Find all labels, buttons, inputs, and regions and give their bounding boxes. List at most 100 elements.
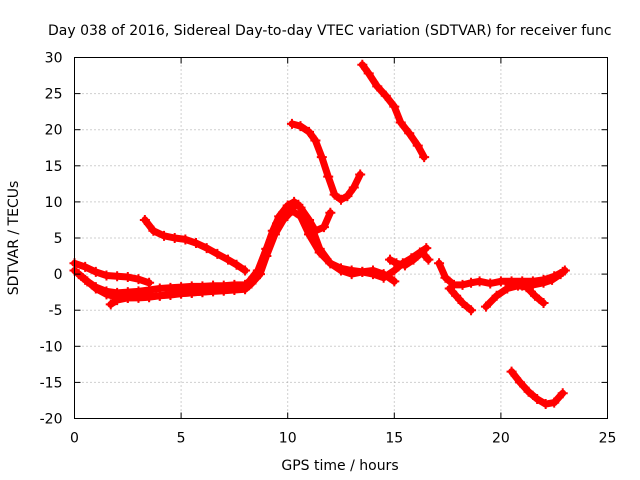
data-point — [389, 265, 400, 276]
data-point — [538, 277, 549, 288]
y-tick-label: 30 — [45, 51, 63, 67]
data-point — [304, 214, 315, 225]
data-point — [80, 261, 91, 272]
series-arc-13 — [506, 366, 568, 410]
data-point — [240, 283, 251, 294]
data-point — [549, 397, 560, 408]
data-point — [197, 287, 208, 298]
data-point — [355, 169, 366, 180]
data-point — [218, 284, 229, 295]
data-point — [223, 254, 234, 265]
y-tick-label: 15 — [45, 159, 63, 175]
data-point — [417, 247, 428, 258]
data-point — [295, 121, 306, 132]
series-arc-10 — [444, 283, 477, 316]
data-point — [506, 366, 517, 377]
data-point — [105, 299, 116, 310]
data-point — [380, 90, 391, 101]
data-point — [495, 276, 506, 287]
data-point — [229, 284, 240, 295]
data-point — [310, 135, 321, 146]
y-tick-label: 25 — [45, 87, 63, 103]
data-point — [293, 199, 304, 210]
data-point — [323, 171, 334, 182]
data-point — [261, 243, 272, 254]
data-point — [112, 271, 123, 282]
x-tick-label: 10 — [279, 431, 297, 447]
data-point — [90, 283, 101, 294]
data-point — [336, 265, 346, 276]
plot-frame — [74, 57, 608, 419]
x-axis-label: GPS time / hours — [281, 458, 398, 474]
data-point — [169, 233, 180, 243]
data-point — [532, 394, 543, 405]
data-point — [363, 68, 374, 79]
data-point — [112, 295, 123, 306]
data-point — [466, 277, 477, 288]
y-tick-label: 20 — [45, 123, 63, 139]
y-tick-label: 10 — [45, 195, 63, 211]
data-point — [466, 305, 477, 316]
data-point — [395, 117, 406, 128]
data-point — [316, 152, 327, 163]
chart-title: Day 038 of 2016, Sidereal Day-to-day VTE… — [48, 23, 612, 39]
x-tick-label: 15 — [385, 431, 403, 447]
data-point — [133, 274, 144, 285]
grid — [74, 57, 608, 419]
data-point — [412, 140, 423, 151]
data-point — [367, 265, 378, 276]
y-tick-label: 0 — [54, 267, 63, 283]
series-line — [107, 201, 398, 308]
x-tick-label: 0 — [70, 431, 79, 447]
y-tick-label: -5 — [49, 303, 63, 319]
data-point — [148, 225, 159, 236]
data-point — [527, 279, 538, 290]
series-arc-12 — [504, 265, 570, 291]
y-tick-label: -20 — [40, 412, 63, 428]
data-point — [212, 248, 223, 259]
data-point — [540, 399, 551, 410]
data-point — [389, 276, 400, 287]
data-point — [286, 118, 297, 129]
data-point — [423, 254, 434, 265]
data-point — [530, 290, 541, 301]
data-point — [389, 101, 400, 112]
series-line — [141, 216, 249, 274]
data-point — [90, 266, 101, 277]
data-point — [346, 269, 357, 280]
data-point — [240, 265, 251, 276]
series-arc-7 — [357, 59, 430, 163]
data-point — [133, 292, 144, 303]
x-tick-label: 20 — [492, 431, 510, 447]
data-point — [404, 128, 415, 139]
data-point — [419, 152, 430, 163]
data-point — [504, 279, 515, 290]
x-tick-label: 25 — [599, 431, 617, 447]
data-point — [180, 234, 191, 245]
data-point — [444, 283, 455, 294]
data-point — [186, 287, 197, 298]
data-point — [515, 377, 526, 388]
series-arc-4 — [105, 199, 400, 310]
data-point — [480, 301, 491, 312]
data-point — [208, 285, 219, 296]
data-point — [272, 218, 283, 229]
series-arc-8 — [385, 247, 434, 271]
y-tick-label: -10 — [40, 339, 63, 355]
data-point — [159, 230, 170, 241]
data-point — [231, 259, 242, 270]
data-point — [304, 126, 315, 137]
data-point — [408, 254, 419, 265]
y-axis-label: SDTVAR / TECUs — [6, 181, 22, 296]
series-line — [446, 285, 475, 314]
data-point — [325, 258, 336, 269]
y-tick-label: -15 — [40, 375, 63, 391]
data-point — [329, 189, 340, 200]
data-point — [314, 243, 325, 254]
data-point — [517, 280, 528, 291]
data-point — [122, 292, 133, 303]
data-point — [538, 297, 549, 308]
data-point — [250, 272, 261, 283]
data-point — [201, 243, 212, 254]
